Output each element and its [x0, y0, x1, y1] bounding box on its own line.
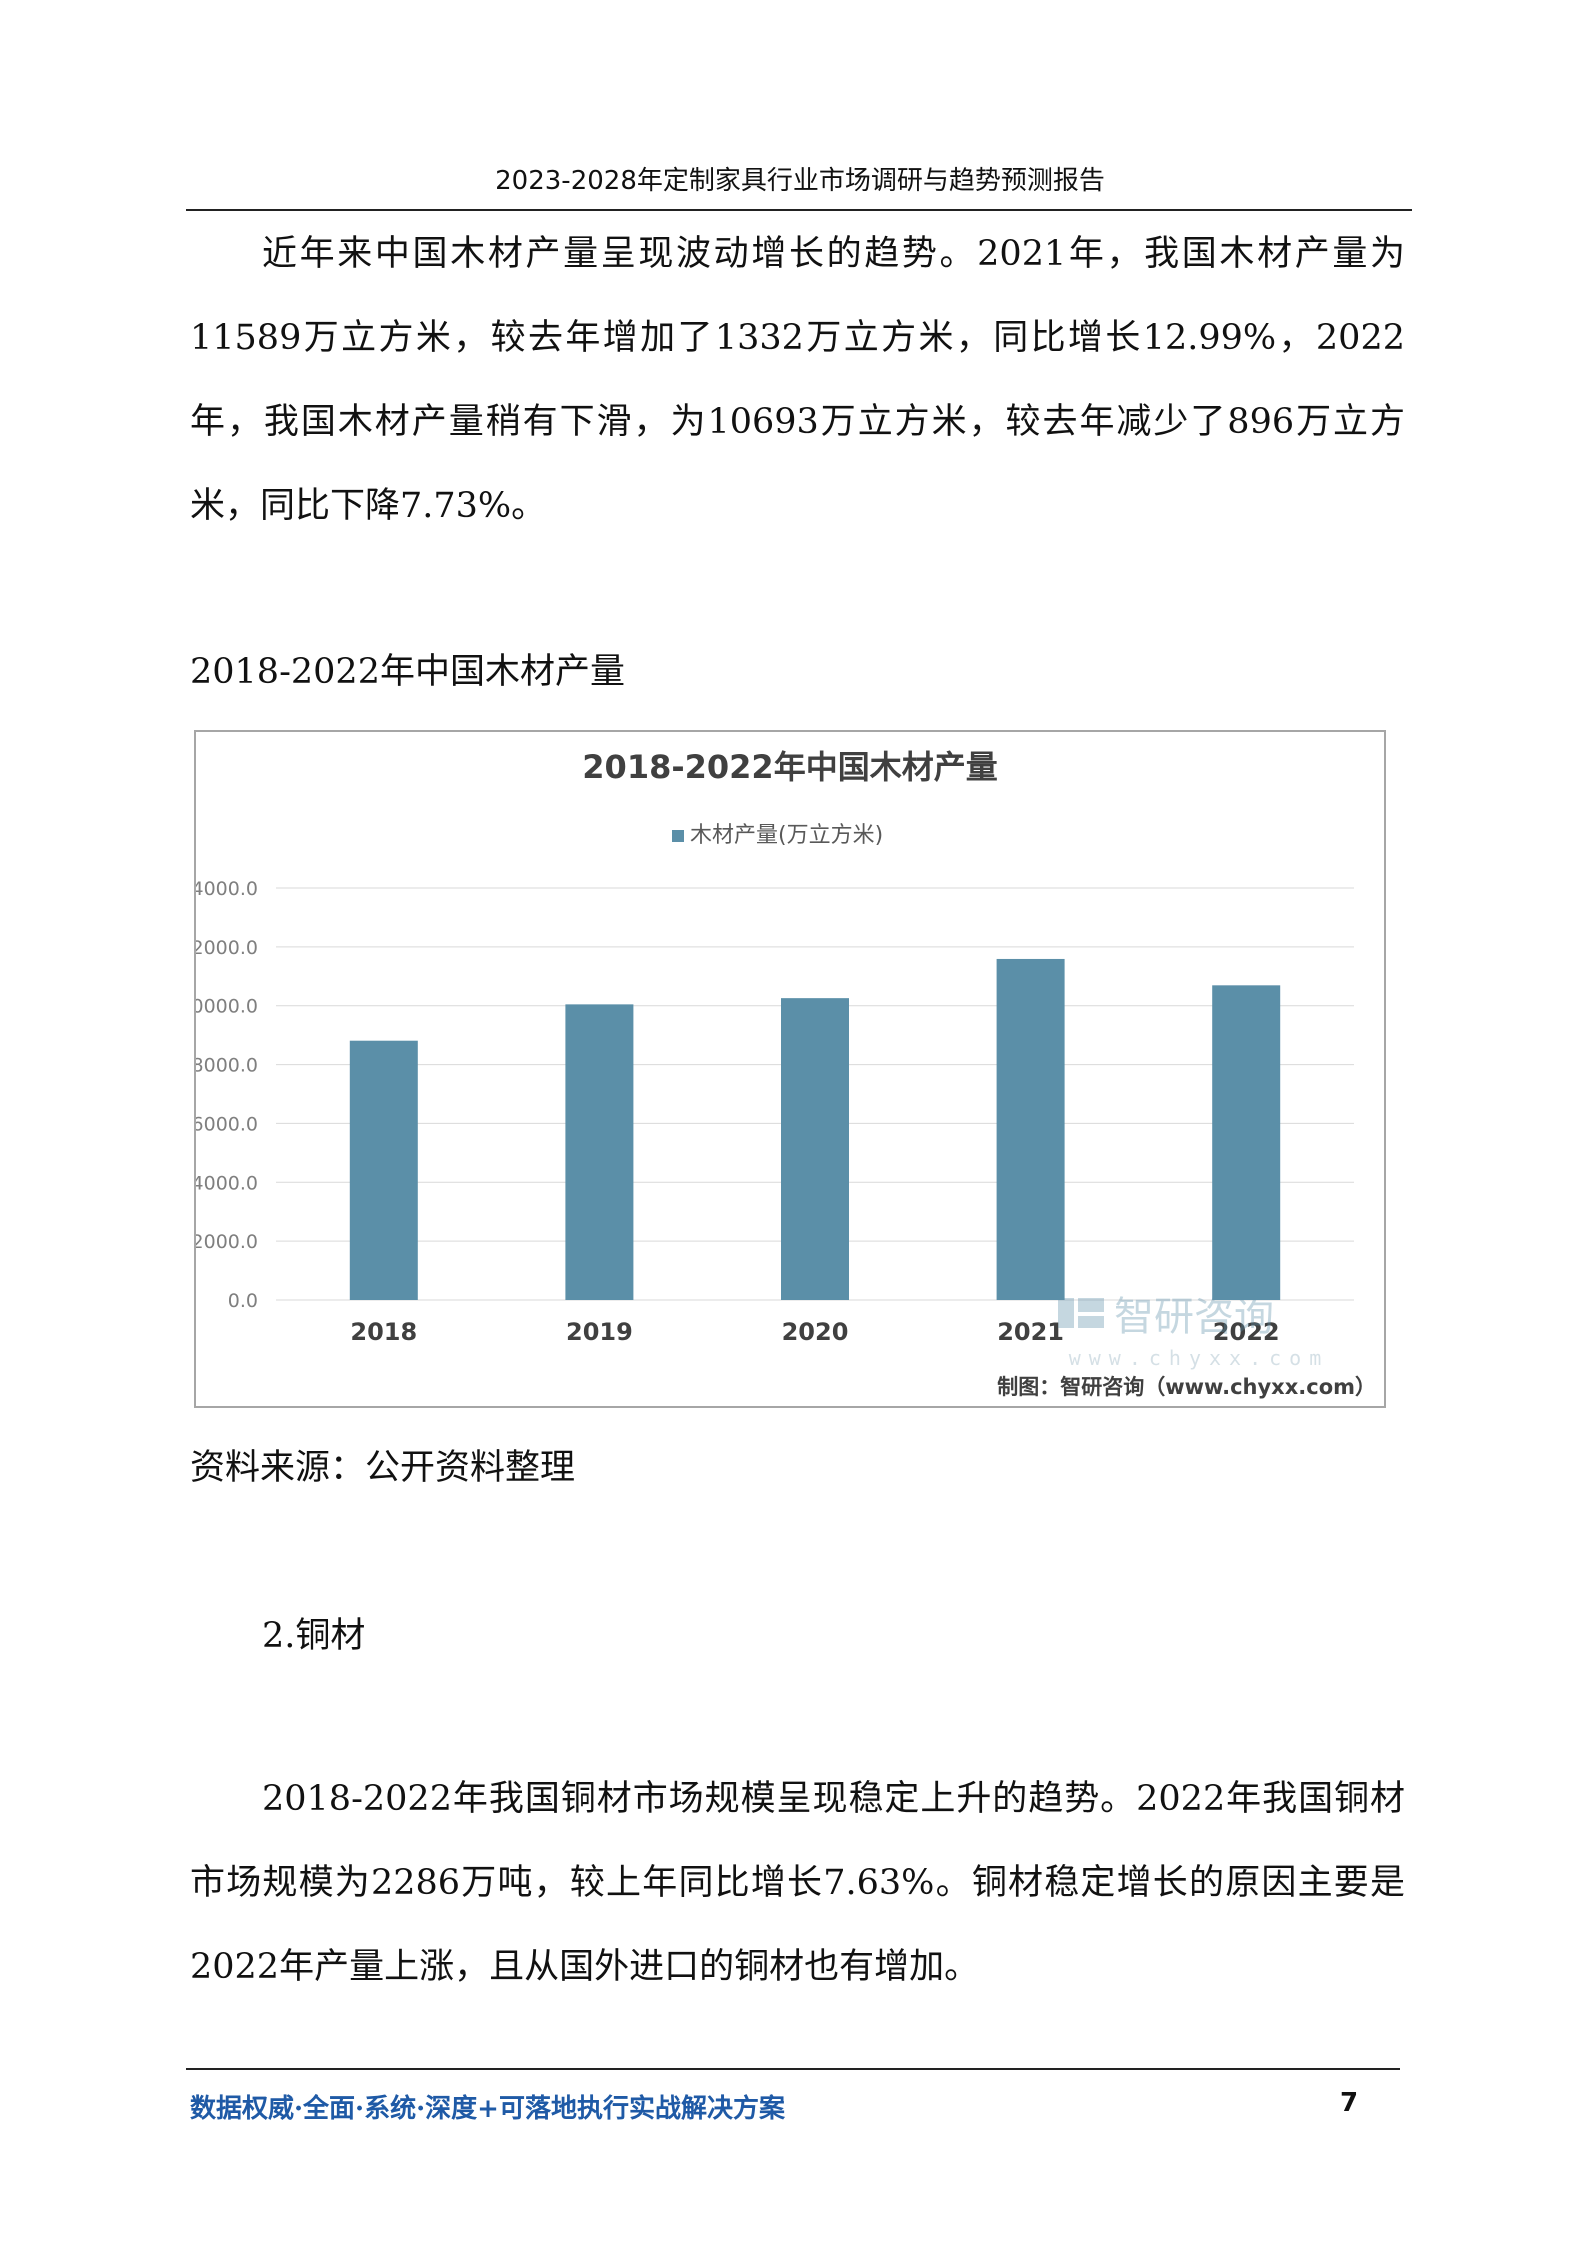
x-tick-label: 2022: [1213, 1318, 1280, 1346]
watermark-url-text: www.chyxx.com: [1069, 1346, 1330, 1370]
footer-slogan: 数据权威·全面·系统·深度+可落地执行实战解决方案: [190, 2094, 785, 2124]
y-tick-label: 4000.0: [196, 1172, 258, 1194]
chart-legend: 木材产量(万立方米): [672, 823, 883, 848]
figure-caption: 2018-2022年中国木材产量: [190, 652, 625, 692]
watermark-logo-text: 智研咨询: [1114, 1294, 1274, 1340]
y-tick-label: 12000.0: [196, 937, 258, 959]
bar-2020: [781, 998, 849, 1300]
watermark-icon: [1058, 1298, 1074, 1328]
section-heading-copper: 2.铜材: [262, 1616, 366, 1656]
bar-2019: [565, 1004, 634, 1300]
chart-credit: 制图：智研咨询（www.chyxx.com）: [997, 1375, 1376, 1399]
x-tick-label: 2018: [350, 1318, 417, 1346]
y-tick-label: 0.0: [228, 1290, 258, 1312]
x-tick-label: 2021: [997, 1318, 1064, 1346]
wood-production-chart: 2018-2022年中国木材产量 木材产量(万立方米) 0.0 2000.0 400…: [194, 730, 1386, 1408]
source-note: 资料来源：公开资料整理: [190, 1448, 576, 1488]
y-tick-label: 10000.0: [196, 996, 258, 1018]
header-divider: [186, 209, 1412, 211]
page-number: 7: [1340, 2088, 1359, 2118]
bar-2022: [1212, 985, 1281, 1300]
chart-title: 2018-2022年中国木材产量: [582, 748, 997, 786]
legend-swatch: [672, 830, 684, 842]
bar-2018: [349, 1040, 418, 1300]
y-tick-label: 8000.0: [196, 1055, 258, 1077]
watermark-icon: [1078, 1316, 1104, 1328]
paragraph-copper-market: 2018-2022年我国铜材市场规模呈现稳定上升的趋势。2022年我国铜材市场规…: [190, 1779, 1405, 1987]
watermark-icon: [1078, 1298, 1104, 1312]
x-axis-ticks: 2018 2019 2020 2021 2022: [350, 1318, 1279, 1346]
y-tick-label: 14000.0: [196, 878, 258, 900]
paragraph-wood-production: 近年来中国木材产量呈现波动增长的趋势。2021年，我国木材产量为11589万立方…: [190, 234, 1405, 526]
y-axis-ticks: 0.0 2000.0 4000.0 6000.0 8000.0 10000.0 12000.…: [196, 878, 258, 1312]
x-tick-label: 2020: [782, 1318, 849, 1346]
x-tick-label: 2019: [566, 1318, 633, 1346]
bar-2021: [996, 958, 1065, 1300]
watermark-logo: 智研咨询 www.chyxx.com: [1058, 1294, 1330, 1370]
legend-label: 木材产量(万立方米): [690, 823, 883, 848]
bar-chart-svg: 2018-2022年中国木材产量 木材产量(万立方米) 0.0 2000.0 400…: [196, 748, 1376, 1399]
y-tick-label: 2000.0: [196, 1231, 258, 1253]
y-tick-label: 6000.0: [196, 1113, 258, 1135]
chart-bars: [349, 958, 1281, 1300]
page-header: 2023-2028年定制家具行业市场调研与趋势预测报告: [495, 166, 1105, 196]
footer-divider: [186, 2068, 1400, 2070]
